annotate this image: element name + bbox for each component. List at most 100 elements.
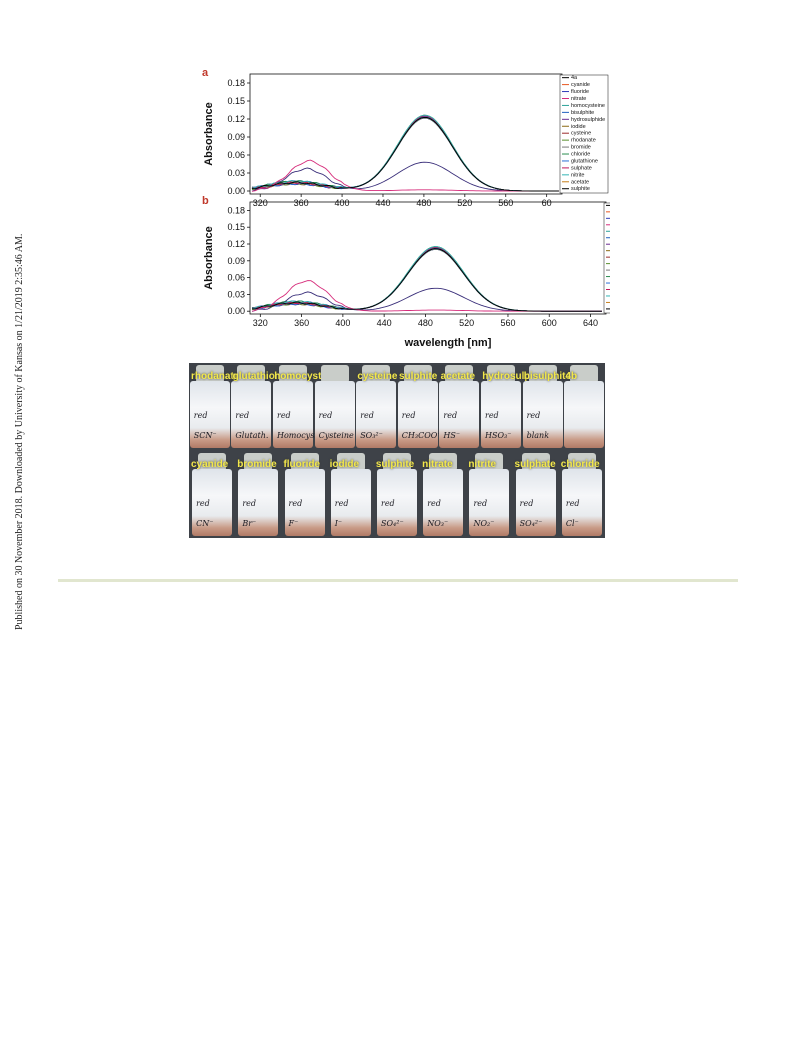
vial-handwriting: red — [473, 499, 488, 508]
x-tick-label: 400 — [335, 198, 350, 208]
series-line — [251, 117, 559, 192]
vial-body — [561, 469, 602, 536]
download-watermark: Published on 30 November 2018. Downloade… — [14, 233, 25, 630]
vial: red I⁻ — [330, 453, 371, 536]
vial-body — [284, 469, 325, 536]
vial-label: sulphite — [375, 459, 415, 470]
vial: red NO₂⁻ — [469, 453, 510, 536]
vial: red CN⁻ — [192, 453, 233, 536]
vial-body — [481, 381, 521, 448]
series-line — [251, 116, 559, 192]
vial-body — [238, 469, 279, 536]
y-tick-label: 0.18 — [227, 78, 245, 88]
vial-label: cyanide — [191, 459, 229, 470]
y-tick-label: 0.06 — [227, 273, 245, 283]
vial: red SO₄²⁻ — [377, 453, 417, 536]
vial-cap — [521, 453, 550, 471]
x-tick-label: 440 — [375, 198, 390, 208]
vial-body — [522, 381, 563, 448]
vial-label: glutathione — [232, 371, 287, 382]
vial-handwriting: red — [427, 499, 441, 508]
vial-handwriting: red — [485, 411, 499, 420]
vial-label: bromide — [237, 459, 277, 470]
vial-handwriting: red — [526, 411, 541, 420]
vial-cap — [244, 453, 273, 471]
vials-bottom-row: red CN⁻ cyanide red Br⁻ bromide red F⁻ fluoride r… — [189, 451, 605, 538]
x-tick-label: 360 — [294, 318, 309, 328]
y-axis-label: Absorbance — [203, 102, 215, 166]
legend-entry: bromide — [571, 145, 591, 151]
x-tick-label: 640 — [583, 318, 598, 328]
legend-entry: cysteine — [571, 131, 591, 137]
vial-body — [439, 381, 480, 448]
series-line — [251, 114, 559, 192]
legend-entry: glutathione — [571, 158, 598, 164]
vial-handwriting: red — [519, 499, 534, 508]
vial: red HS⁻ — [439, 365, 480, 448]
legend-entry: acetate — [571, 179, 589, 185]
vial: red F⁻ — [284, 453, 325, 536]
vial-cap — [567, 453, 596, 471]
vial-body — [423, 469, 464, 536]
series-line — [251, 116, 559, 192]
legend-entry: iodide — [571, 124, 586, 130]
vials-top-row: red SCN⁻ rhodanate red Glutath. glutathione re… — [189, 363, 605, 450]
vial-label: nitrite — [468, 459, 497, 470]
vial-cap — [528, 365, 557, 383]
vial-handwriting: red — [401, 411, 416, 420]
vial: red NO₃⁻ — [423, 453, 464, 536]
series-line — [251, 161, 559, 192]
vial-body — [515, 469, 556, 536]
vial-handwriting: NO₂⁻ — [473, 519, 495, 528]
vial-cap — [237, 365, 266, 383]
vial-label: fluoride — [283, 459, 321, 470]
y-tick-label: 0.00 — [227, 306, 245, 316]
x-tick-label: 480 — [418, 318, 433, 328]
vial-body — [273, 381, 313, 448]
vial-cap — [290, 453, 319, 471]
vial: red Cl⁻ — [561, 453, 602, 536]
x-tick-label: 320 — [253, 198, 268, 208]
vial-handwriting: red — [288, 499, 303, 508]
y-tick-label: 0.00 — [227, 186, 245, 196]
chart-panel-a: a 0.00 0.03 0.06 0.09 0.12 0.15 0.18 320 360 400 44… — [202, 67, 609, 208]
y-tick-label: 0.09 — [227, 132, 245, 142]
vial-handwriting: CH₃COO⁻ — [401, 431, 442, 440]
vial-cap — [487, 365, 515, 383]
absorbance-figure: a 0.00 0.03 0.06 0.09 0.12 0.15 0.18 320 360 400 44… — [202, 67, 610, 349]
legend-box — [559, 74, 609, 194]
series-line — [251, 246, 602, 312]
vials-photo: red SCN⁻ rhodanate red Glutath. glutathione re… — [189, 363, 605, 538]
series-line — [251, 114, 559, 192]
y-tick-label: 0.12 — [227, 239, 245, 249]
legend-entry: nitrate — [571, 96, 586, 102]
x-tick-label: 560 — [498, 198, 513, 208]
vial-cap — [475, 453, 504, 471]
vial-label: cysteine — [357, 371, 398, 382]
vial-body — [356, 381, 397, 448]
legend-entry: cyanide — [571, 82, 590, 88]
y-tick-label: 0.06 — [227, 150, 245, 160]
vial-handwriting: Br⁻ — [242, 519, 257, 528]
x-tick-label: 440 — [377, 318, 392, 328]
vial-handwriting: I⁻ — [334, 519, 343, 528]
vial-handwriting: red — [318, 411, 333, 420]
vial: red Glutath. — [231, 365, 272, 448]
x-tick-label: 320 — [253, 318, 268, 328]
y-tick-label: 0.15 — [227, 222, 245, 232]
vial-handwriting: CN⁻ — [196, 519, 214, 528]
vial: red Cysteine — [314, 365, 355, 448]
y-tick-label: 0.15 — [227, 96, 245, 106]
vial-handwriting: Homocyst — [277, 431, 318, 440]
series-line — [251, 116, 559, 192]
vial-cap — [445, 365, 474, 383]
vial-cap — [429, 453, 458, 471]
vial-handwriting: red — [277, 411, 291, 420]
vial: red Br⁻ — [238, 453, 279, 536]
vial-body — [231, 381, 272, 448]
vial-cap — [198, 453, 227, 471]
series-line — [252, 280, 602, 312]
x-axis-label: wavelength [nm] — [404, 337, 492, 349]
legend-entry: homocysteine — [571, 103, 605, 109]
y-axis-label: Absorbance — [203, 226, 215, 290]
